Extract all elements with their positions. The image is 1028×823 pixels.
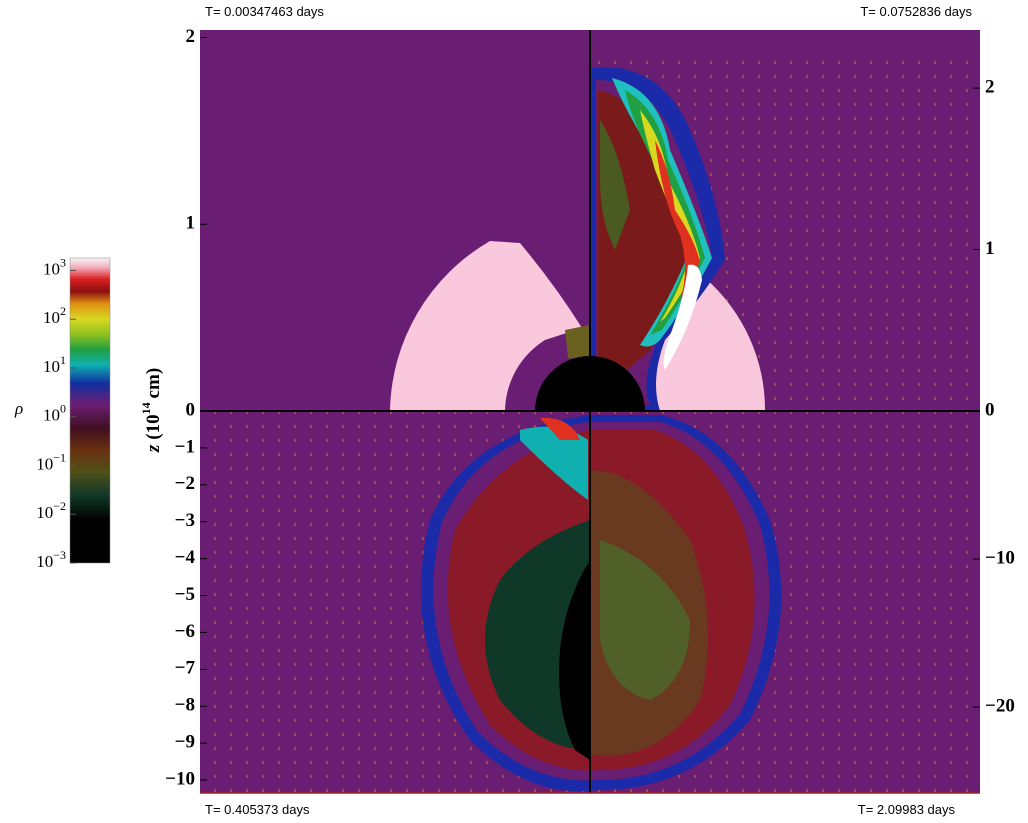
tick-exponent: 1 bbox=[60, 353, 66, 367]
panel-time: T= 0.0752836 days bbox=[860, 4, 972, 19]
panel-time: T= 0.00347463 days bbox=[205, 4, 324, 19]
y-tick-label: −4 bbox=[175, 547, 196, 568]
jet bbox=[640, 110, 700, 322]
colorbar-tick-label: 103 bbox=[43, 255, 66, 278]
y-tick-label: 1 bbox=[186, 213, 196, 234]
jet-core bbox=[663, 264, 702, 370]
tick-base: 10 bbox=[36, 503, 53, 522]
colorbar-tick-label: 10−1 bbox=[36, 450, 66, 473]
y-tick-label: −6 bbox=[175, 621, 195, 642]
colorbar-label: ρ bbox=[14, 399, 23, 418]
tick-exponent: −2 bbox=[53, 499, 66, 513]
clump bbox=[600, 120, 630, 250]
y-tick-label: 2 bbox=[186, 26, 196, 47]
panel-time: T= 0.405373 days bbox=[205, 802, 310, 817]
axis-label: z (1014 cm) bbox=[139, 368, 165, 453]
tick-exponent: −1 bbox=[53, 450, 66, 464]
y-tick-label: −10 bbox=[165, 768, 195, 789]
tick-base: 10 bbox=[43, 406, 60, 425]
y-tick-label: 0 bbox=[985, 399, 995, 420]
axis-exp: 14 bbox=[139, 402, 153, 414]
y-tick-label: −10 bbox=[985, 547, 1015, 568]
panel-time: T= 2.09983 days bbox=[858, 802, 956, 817]
clump bbox=[565, 325, 590, 360]
y-tick-label: −1 bbox=[175, 436, 195, 457]
jet bbox=[655, 140, 700, 300]
y-tick-label: −2 bbox=[175, 473, 195, 494]
tick-exponent: −3 bbox=[53, 548, 66, 562]
y-tick-label: 0 bbox=[186, 399, 196, 420]
axis-unit: (10 bbox=[143, 414, 164, 439]
colorbar-tick-label: 10−2 bbox=[36, 499, 66, 522]
colorbar-tick-label: 101 bbox=[43, 353, 66, 376]
tick-exponent: 0 bbox=[60, 401, 66, 415]
colorbar-tick-label: 10−3 bbox=[36, 548, 66, 571]
plume bbox=[540, 417, 580, 440]
shell bbox=[390, 241, 582, 411]
y-tick-label: −9 bbox=[175, 732, 195, 753]
tick-exponent: 2 bbox=[60, 304, 66, 318]
axis-var: z bbox=[143, 444, 164, 453]
colorbar-tick-label: 102 bbox=[43, 304, 66, 327]
tick-base: 10 bbox=[36, 552, 53, 571]
colorbar-tick-label: 100 bbox=[43, 401, 66, 424]
y-tick-label: −20 bbox=[985, 695, 1015, 716]
y-tick-label: 1 bbox=[985, 238, 995, 259]
plume bbox=[520, 426, 588, 500]
colorbar bbox=[69, 257, 111, 564]
ejecta bbox=[600, 540, 690, 700]
y-tick-label: 2 bbox=[985, 76, 995, 97]
shell bbox=[649, 278, 766, 411]
tick-base: 10 bbox=[36, 454, 53, 473]
tick-exponent: 3 bbox=[60, 255, 66, 269]
plot-area bbox=[200, 30, 980, 794]
tick-base: 10 bbox=[43, 357, 60, 376]
tick-base: 10 bbox=[43, 308, 60, 327]
y-tick-label: −8 bbox=[175, 695, 195, 716]
y-tick-label: −7 bbox=[175, 658, 196, 679]
jet-body bbox=[598, 90, 705, 395]
ejecta-core bbox=[559, 560, 590, 760]
y-tick-label: −5 bbox=[175, 584, 195, 605]
tick-base: 10 bbox=[43, 259, 60, 278]
y-tick-label: −3 bbox=[175, 510, 195, 531]
axis-unit: cm) bbox=[143, 368, 164, 399]
